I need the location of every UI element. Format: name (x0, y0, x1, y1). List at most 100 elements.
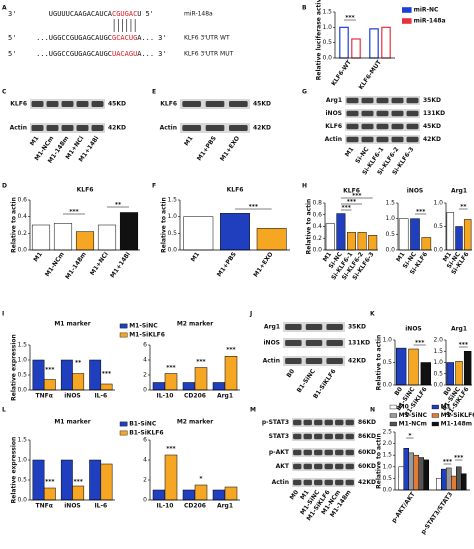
blot-band (305, 324, 323, 330)
significance: ** (460, 204, 467, 211)
blot-row-label: KLF6 (10, 101, 27, 108)
strand-end: 3' (8, 10, 16, 18)
blot-band (361, 110, 374, 117)
sequence: ...UGGCCGUGAGCAUGC (36, 50, 112, 58)
blot-band (314, 463, 323, 470)
y-tick-label: 0.0 (167, 247, 177, 254)
blot-band (303, 433, 312, 440)
blot-kd: 35KD (423, 97, 441, 104)
significance: *** (345, 15, 355, 22)
bar (32, 459, 45, 501)
bar (182, 382, 196, 391)
significance: *** (249, 204, 259, 211)
blot-kd: 86KD (358, 419, 376, 426)
blot-row-label: Actin (325, 136, 342, 143)
blot-band (293, 419, 302, 426)
significance: *** (347, 199, 357, 206)
significance: *** (352, 193, 362, 200)
y-tick-label: 4 (143, 357, 147, 364)
chart-title: iNOS (405, 326, 422, 333)
y-tick-label: 1.0 (322, 24, 332, 31)
strand-end: 3' (158, 50, 166, 58)
panel-label: F (152, 183, 156, 190)
chart-title: Arg1 (451, 188, 467, 195)
sequence: UGUUUCAAGACAUCA (49, 10, 113, 18)
bar (347, 232, 356, 251)
significance: *** (45, 479, 55, 486)
blot-band (335, 433, 344, 440)
blot-band (324, 449, 333, 456)
blot-band (406, 123, 419, 130)
y-tick-label: 1.0 (382, 463, 392, 470)
bar (420, 362, 432, 386)
y-tick-label: 1.0 (17, 457, 27, 464)
blot-row-label: iNOS (264, 340, 281, 347)
x-tick-label: Arg1 (217, 393, 233, 400)
strand-end: 5' (145, 10, 153, 18)
blot-row-label: Actin (160, 125, 177, 132)
x-tick-label: IL-6 (94, 393, 107, 400)
bar (224, 356, 238, 391)
bar (100, 383, 113, 391)
x-tick-label: IL-10 (157, 503, 174, 510)
bar (89, 459, 102, 501)
bar (43, 487, 56, 501)
bar (421, 237, 432, 251)
blot-band (361, 123, 374, 130)
x-tick-label: M1-NCm (44, 251, 66, 278)
legend-swatch (431, 404, 439, 410)
bar (381, 26, 391, 59)
y-tick-label: 1.0 (167, 213, 177, 220)
y-tick-label: 0.5 (382, 359, 392, 366)
significance: * (408, 433, 412, 440)
blot-band (303, 449, 312, 456)
bar (75, 231, 95, 251)
chart-title: M1 marker (54, 321, 90, 328)
bar (31, 224, 51, 251)
bar (395, 347, 407, 386)
x-tick-label: M1+148i (109, 251, 132, 279)
y-tick-label: 1.5 (17, 437, 27, 444)
y-tick-label: 0.8 (312, 200, 322, 207)
x-tick-label: B0 (442, 386, 453, 397)
blot-band (324, 463, 333, 470)
blot-band (46, 125, 59, 131)
blot-row-label: Arg1 (264, 324, 280, 331)
legend-label: M1-148m (441, 421, 472, 428)
blot-band (182, 101, 201, 107)
x-tick-label: Arg1 (217, 503, 233, 510)
blot-strip (292, 478, 355, 487)
bar (119, 212, 139, 251)
bar (53, 223, 73, 251)
blot-band (406, 136, 419, 143)
seed-region: CGUGAC (112, 10, 137, 18)
chart-title: M2 marker (177, 321, 213, 328)
x-tick-label: M1+NCi (89, 251, 110, 277)
lane-label: M1 (29, 135, 41, 147)
blot-band (182, 125, 201, 131)
legend-swatch (431, 421, 439, 427)
y-tick-label: 0.0 (433, 382, 443, 389)
bar (436, 478, 442, 491)
bar (408, 348, 419, 386)
x-tick-label: KLF6-MUT (358, 58, 384, 91)
y-tick-label: 2.0 (382, 440, 392, 447)
blot-band (335, 449, 344, 456)
blot-band (391, 136, 404, 143)
bar (463, 219, 472, 251)
blot-band (346, 97, 359, 104)
y-tick-label: 1.5 (385, 200, 395, 207)
legend-label: M1-SiNC (129, 323, 158, 330)
bar (194, 367, 208, 391)
blot-kd: 86KD (358, 433, 376, 440)
blot-band (345, 463, 354, 470)
y-tick-label: 1.0 (433, 359, 443, 366)
x-tick-label: M1-148m (64, 251, 88, 281)
bar (152, 382, 166, 391)
y-tick-label: 0.5 (17, 477, 27, 484)
x-tick-label: p-AKT/AKT (390, 490, 417, 524)
y-tick-label: 2.5 (382, 429, 392, 436)
bar (72, 485, 85, 501)
blot-band (324, 479, 333, 486)
legend-label: M1-NCm (399, 421, 427, 428)
